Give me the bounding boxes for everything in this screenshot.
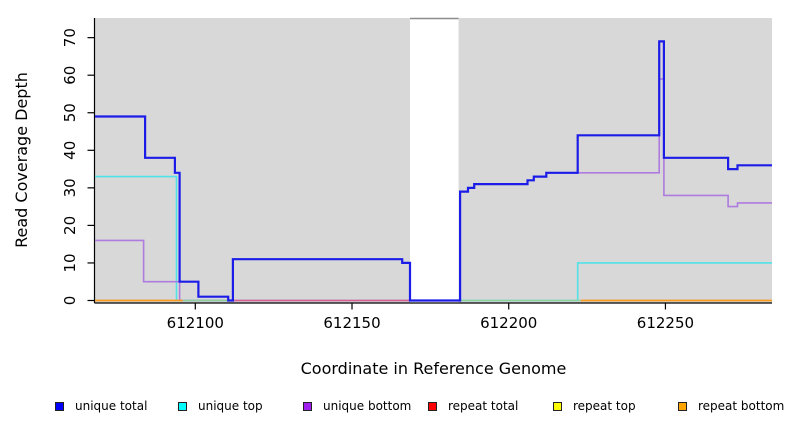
legend-swatch-icon <box>178 401 187 411</box>
legend-item-unique-bottom: unique bottom <box>303 397 411 415</box>
legend-label: unique top <box>198 399 263 413</box>
y-axis-title: Read Coverage Depth <box>12 72 31 248</box>
legend-label: unique total <box>75 399 148 413</box>
legend-label: repeat top <box>573 399 636 413</box>
y-tick-label: 40 <box>61 141 79 160</box>
legend-item-unique-top: unique top <box>178 397 263 415</box>
legend-label: repeat bottom <box>698 399 785 413</box>
legend-swatch-icon <box>428 401 437 411</box>
legend-item-repeat-total: repeat total <box>428 397 518 415</box>
legend-swatch-icon <box>553 401 562 411</box>
legend-swatch-icon <box>55 401 64 411</box>
y-tick-label: 10 <box>61 253 79 272</box>
y-tick-label: 0 <box>61 296 79 306</box>
legend-label: unique bottom <box>323 399 412 413</box>
legend-item-repeat-top: repeat top <box>553 397 636 415</box>
coverage-plot: 612100 612150 612200 612250 0 10 20 30 40 50 60 70 <box>61 13 772 332</box>
y-tick-label: 60 <box>61 66 79 85</box>
x-axis-title: Coordinate in Reference Genome <box>300 359 567 378</box>
legend-label: repeat total <box>448 399 519 413</box>
x-tick-label: 612150 <box>323 314 380 332</box>
y-tick-label: 70 <box>61 28 79 47</box>
legend-item-repeat-bottom: repeat bottom <box>678 397 784 415</box>
x-tick-label: 612250 <box>637 314 694 332</box>
legend: unique total unique top unique bottom repea… <box>0 397 792 417</box>
y-tick-label: 50 <box>61 103 79 122</box>
x-tick-label: 612200 <box>480 314 537 332</box>
gap-region <box>409 13 459 303</box>
legend-item-unique-total: unique total <box>55 397 147 415</box>
series-unique-total <box>95 40 772 302</box>
legend-swatch-icon <box>678 401 687 411</box>
y-tick-label: 20 <box>61 216 79 235</box>
legend-swatch-icon <box>303 401 312 411</box>
x-tick-label: 612100 <box>167 314 224 332</box>
y-tick-label: 30 <box>61 178 79 197</box>
